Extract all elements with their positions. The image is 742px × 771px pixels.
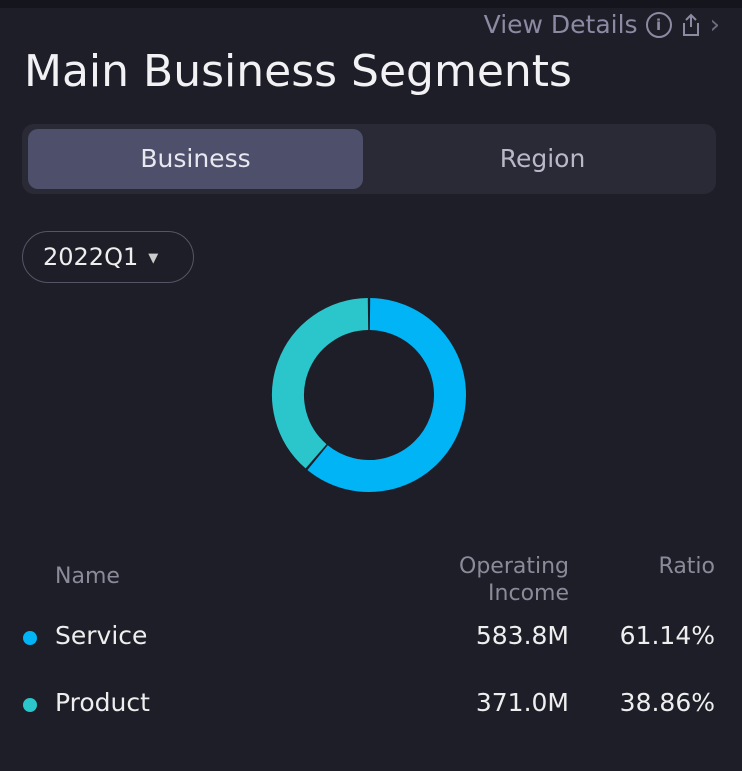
period-value: 2022Q1 bbox=[43, 243, 139, 271]
table-row: Service 583.8M 61.14% bbox=[0, 617, 742, 657]
share-icon[interactable] bbox=[680, 13, 702, 37]
row-name: Product bbox=[55, 688, 150, 717]
legend-dot-service bbox=[23, 631, 37, 645]
table-row: Product 371.0M 38.86% bbox=[0, 684, 742, 724]
row-ratio: 61.14% bbox=[619, 621, 715, 650]
info-icon[interactable]: i bbox=[645, 12, 672, 38]
segment-control: Business Region bbox=[22, 124, 716, 194]
donut-slice-service bbox=[307, 298, 466, 492]
period-dropdown[interactable]: 2022Q1 ▼ bbox=[22, 231, 194, 283]
header-actions: View Details i › bbox=[484, 10, 720, 40]
row-ratio: 38.86% bbox=[619, 688, 715, 717]
col-header-income: Operating Income bbox=[459, 553, 569, 607]
view-details-link[interactable]: View Details bbox=[483, 10, 638, 39]
row-income: 371.0M bbox=[475, 688, 569, 717]
col-header-name: Name bbox=[55, 564, 120, 589]
legend-dot-product bbox=[23, 698, 37, 712]
tab-business[interactable]: Business bbox=[28, 129, 363, 189]
page-title: Main Business Segments bbox=[24, 46, 572, 97]
tab-region[interactable]: Region bbox=[499, 144, 586, 173]
row-income: 583.8M bbox=[475, 621, 569, 650]
caret-down-icon: ▼ bbox=[148, 251, 159, 266]
row-name: Service bbox=[55, 621, 148, 650]
income-header-line1: Operating bbox=[459, 554, 569, 579]
status-bar bbox=[0, 0, 742, 8]
col-header-ratio: Ratio bbox=[658, 554, 715, 579]
donut-chart bbox=[272, 298, 466, 492]
donut-slice-product bbox=[272, 298, 369, 469]
chevron-right-icon[interactable]: › bbox=[709, 10, 720, 40]
income-header-line2: Income bbox=[488, 581, 569, 606]
